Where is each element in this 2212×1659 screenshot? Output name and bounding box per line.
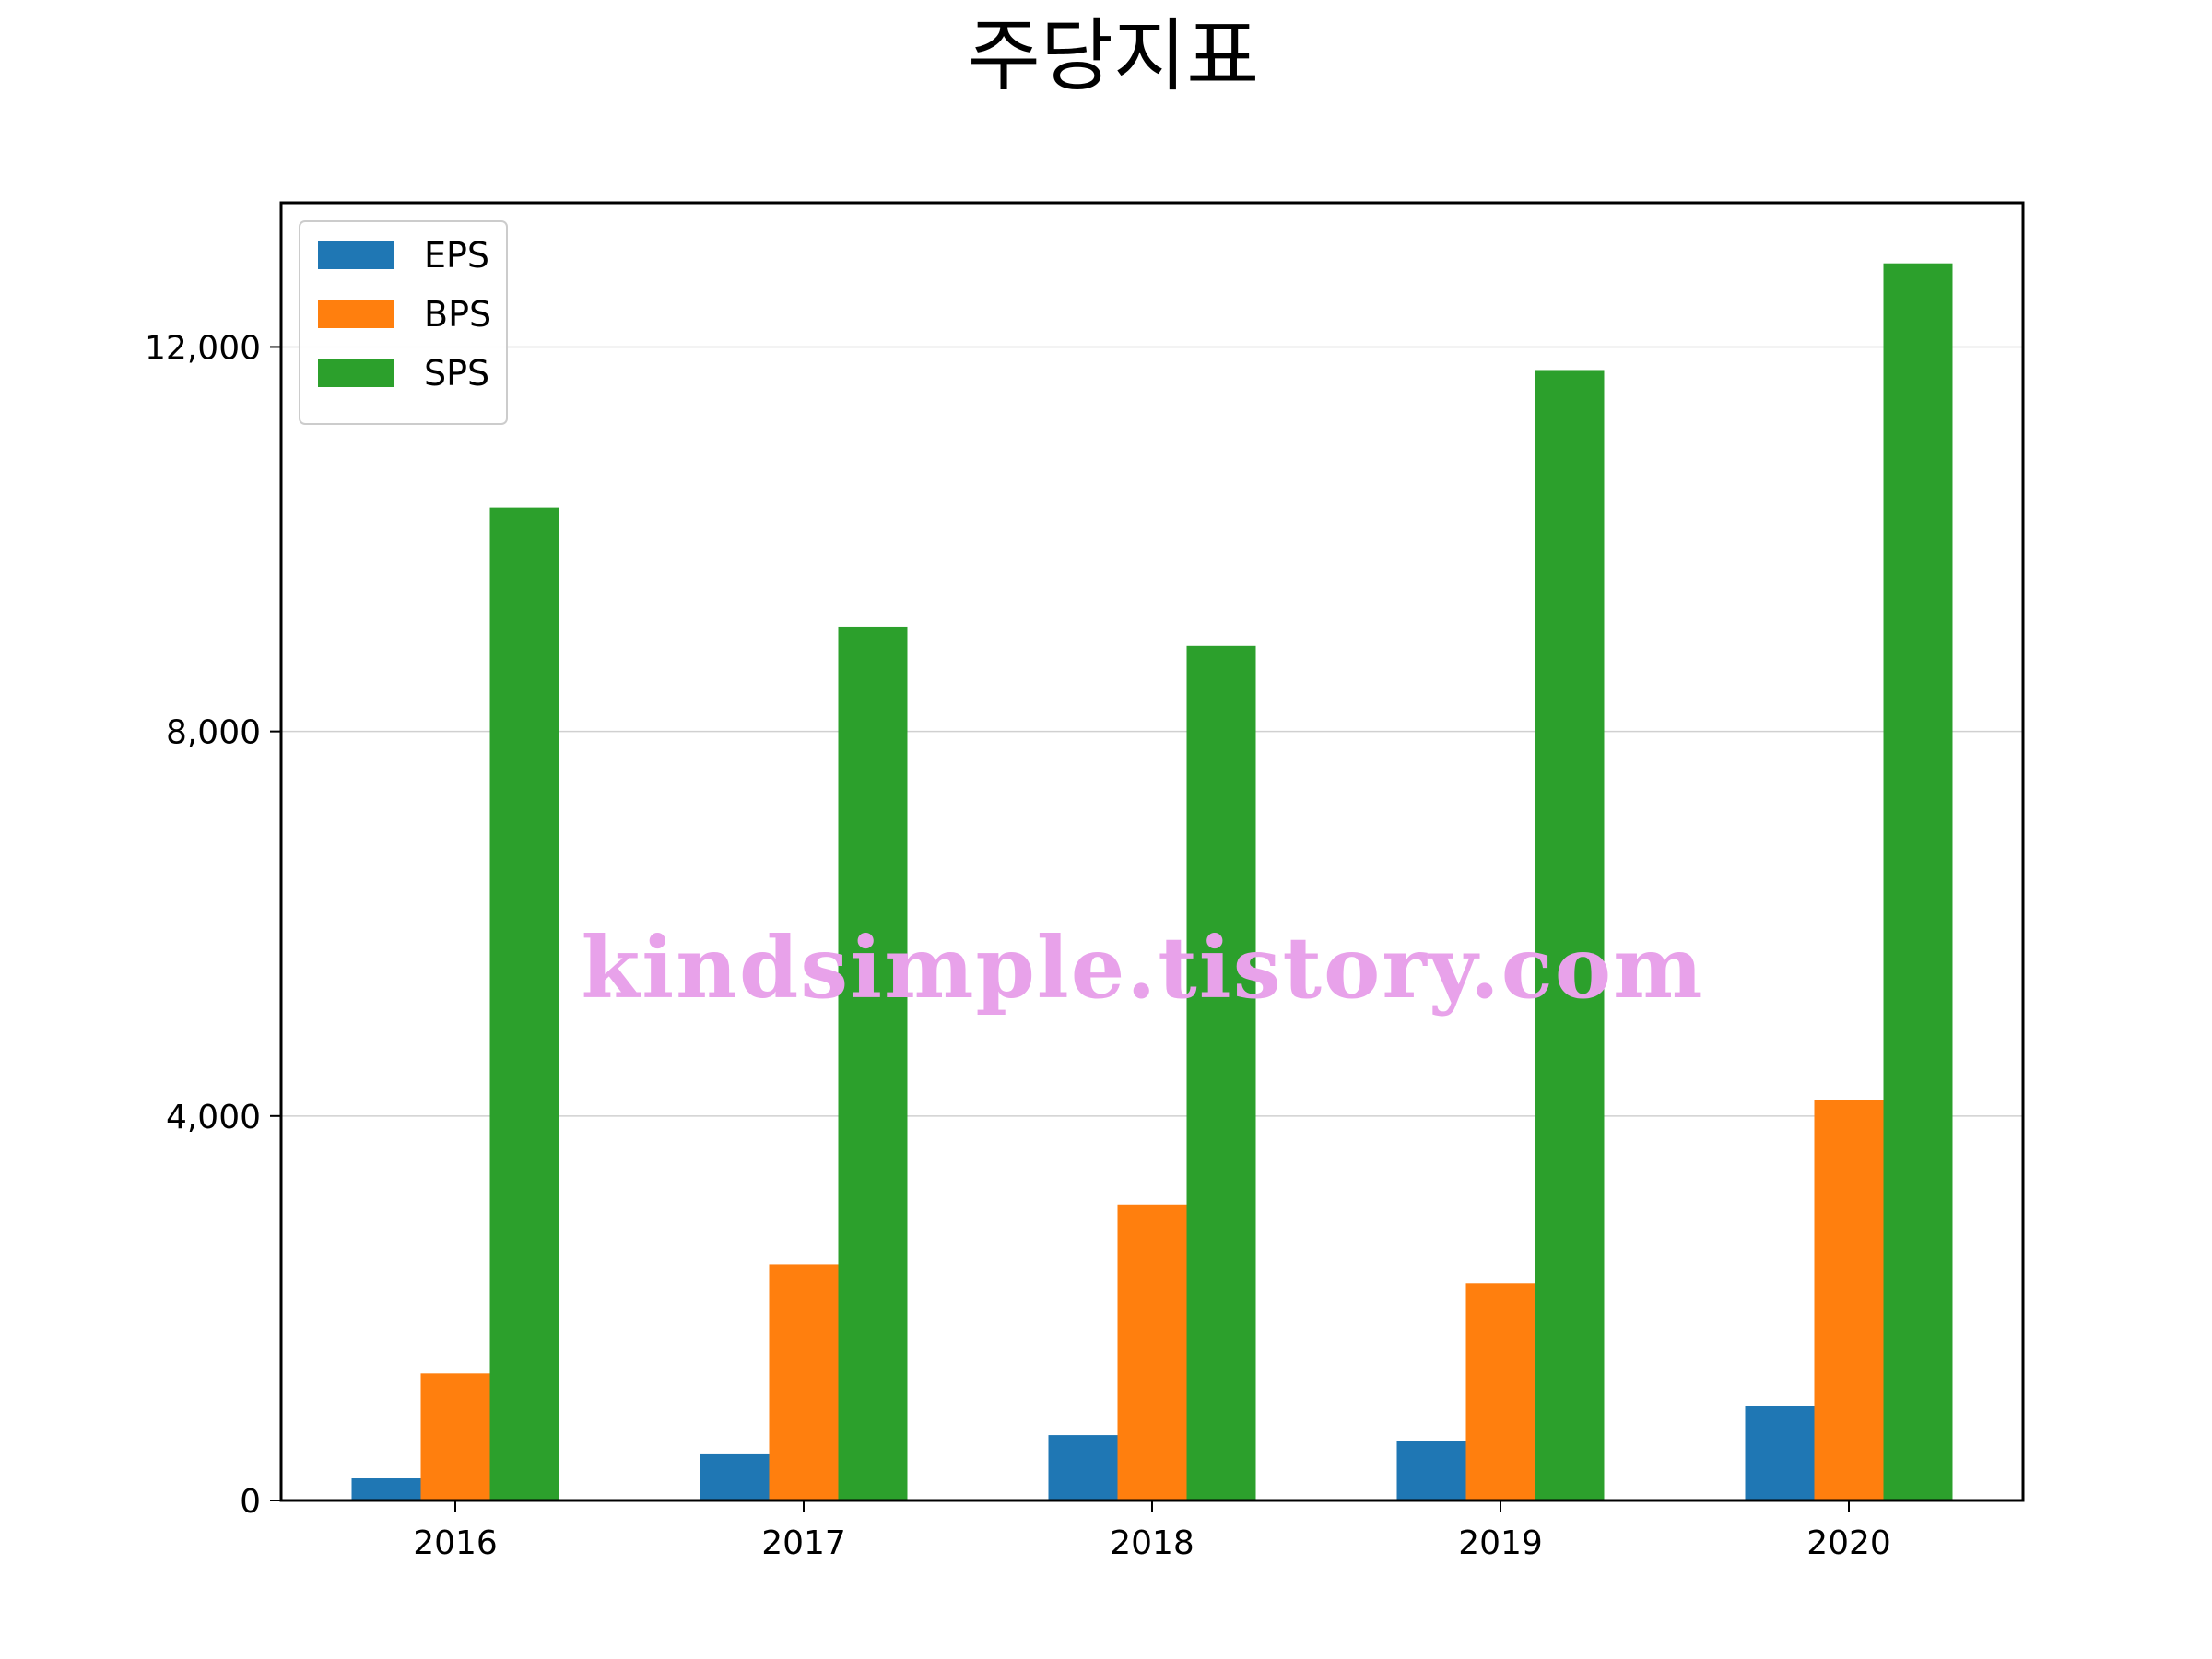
bar-sps-2019 [1535,370,1605,1500]
chart-title: 주당지표 [968,10,1259,102]
x-tick-label: 2017 [761,1524,846,1562]
y-tick-label: 0 [240,1483,261,1521]
bar-eps-2020 [1745,1406,1815,1500]
bar-sps-2017 [838,626,908,1500]
axes: 0 4,000 8,000 12,000 2016 2017 2018 2019 2020 [145,329,1891,1562]
bar-bps-2019 [1465,1283,1535,1500]
grid-lines [281,346,2023,1117]
bars [351,263,1953,1500]
legend: EPS BPS SPS [299,220,508,425]
bar-eps-2017 [700,1453,770,1500]
y-tick-label: 4,000 [166,1099,261,1136]
watermark-text: kindsimple.tistory.com [581,918,1704,1018]
legend-label-bps: BPS [424,294,491,335]
x-tick-label: 2019 [1458,1524,1543,1562]
bar-bps-2018 [1117,1204,1187,1500]
plot-frame [279,201,2025,1502]
x-tick-label: 2020 [1806,1524,1891,1562]
bar-bps-2016 [420,1373,490,1500]
bar-sps-2018 [1186,645,1256,1500]
legend-swatch-sps [318,359,394,387]
legend-swatch-eps [318,241,394,269]
bar-eps-2019 [1396,1441,1466,1500]
y-tick-label: 12,000 [145,329,261,367]
bar-eps-2016 [351,1478,421,1500]
bar-bps-2017 [769,1264,839,1500]
legend-label-eps: EPS [424,235,489,276]
y-tick-label: 8,000 [166,714,261,752]
bar-eps-2018 [1048,1435,1118,1500]
legend-label-sps: SPS [424,353,489,394]
x-tick-label: 2018 [1110,1524,1194,1562]
bar-sps-2020 [1883,263,1953,1500]
legend-swatch-bps [318,300,394,328]
x-tick-label: 2016 [413,1524,498,1562]
bar-bps-2020 [1814,1100,1884,1500]
bar-sps-2016 [489,507,559,1500]
